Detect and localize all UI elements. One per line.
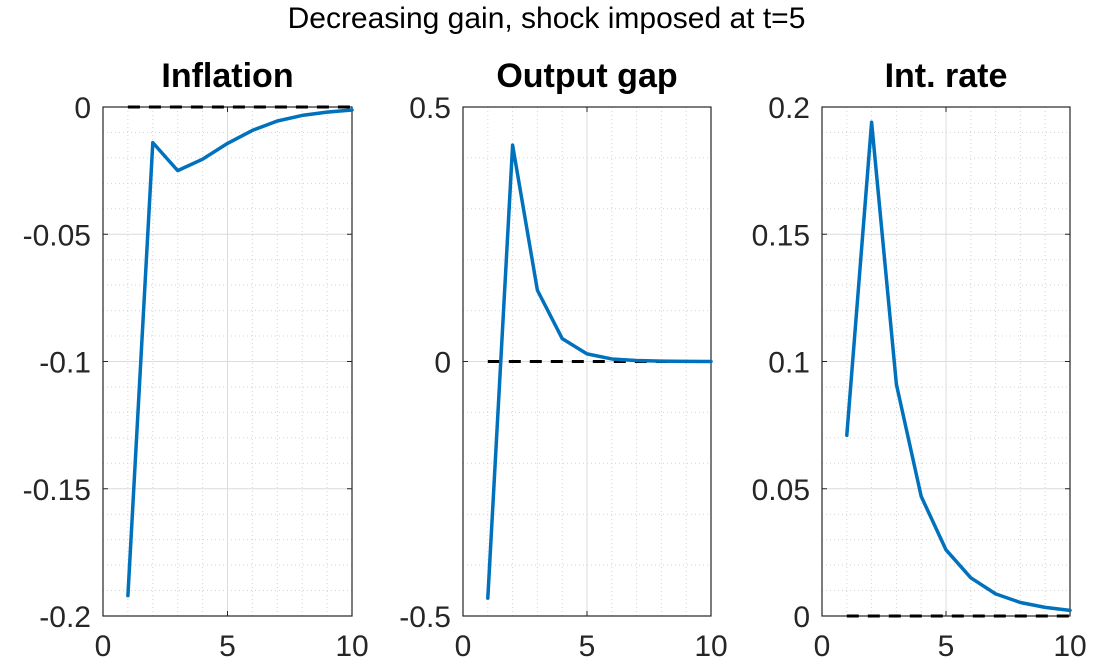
int-rate-ytick-label: 0.2 (768, 92, 810, 125)
inflation-title: Inflation (161, 57, 293, 95)
output-gap-xtick-label: 5 (579, 630, 596, 663)
output-gap-ytick-label: -0.5 (399, 601, 451, 634)
inflation-xtick-label: 5 (219, 630, 236, 663)
figure-title: Decreasing gain, shock imposed at t=5 (287, 2, 806, 35)
output-gap-title: Output gap (496, 57, 677, 95)
int-rate-ytick-label: 0 (793, 601, 810, 634)
int-rate-xtick-label: 0 (814, 630, 831, 663)
inflation-ytick-label: 0 (74, 92, 91, 125)
inflation-series-line (126, 108, 354, 598)
inflation-ytick-label: -0.05 (23, 219, 91, 252)
output-gap-xtick-label: 0 (455, 630, 472, 663)
output-gap-ytick-label: 0 (434, 347, 451, 380)
int-rate-ytick-label: 0.15 (752, 219, 810, 252)
int-rate-ytick-label: 0.05 (752, 474, 810, 507)
inflation-xtick-label: 0 (95, 630, 112, 663)
inflation-ytick-label: -0.1 (39, 347, 91, 380)
inflation-xtick-label: 10 (335, 630, 368, 663)
output-gap-xtick-label: 10 (694, 630, 727, 663)
inflation-ytick-label: -0.2 (39, 601, 91, 634)
int-rate-xtick-label: 10 (1053, 630, 1086, 663)
inflation-ytick-label: -0.15 (23, 474, 91, 507)
int-rate-series-line (845, 120, 1072, 613)
output-gap-ytick-label: 0.5 (409, 92, 451, 125)
int-rate-xtick-label: 5 (938, 630, 955, 663)
int-rate-ytick-label: 0.1 (768, 347, 810, 380)
output-gap-series-line (486, 143, 713, 600)
panel-int-rate: 0 5 10 0 0.05 0.1 0.15 0.2 Int. rate (752, 57, 1087, 663)
int-rate-title: Int. rate (885, 57, 1008, 95)
panel-inflation: 0 5 10 -0.2 -0.15 -0.1 -0.05 0 Inflation (23, 57, 369, 663)
